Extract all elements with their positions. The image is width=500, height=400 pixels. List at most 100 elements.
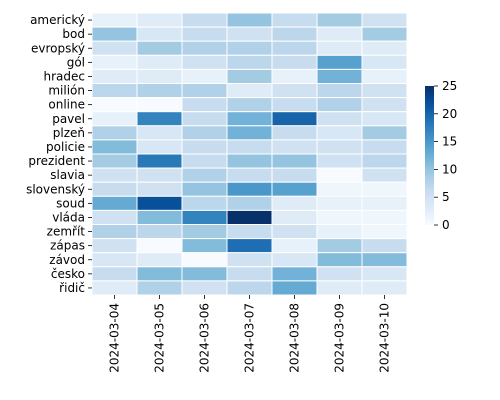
y-tick-label: závod <box>49 253 85 267</box>
heatmap-cell <box>91 238 138 254</box>
heatmap-cell <box>361 224 408 240</box>
y-tick-label: plzeň <box>53 126 85 140</box>
y-tick-label: prezident <box>28 154 85 168</box>
heatmap-cell <box>181 139 228 155</box>
heatmap-cell <box>136 224 183 240</box>
y-tick-label: americký <box>30 13 85 27</box>
heatmap-cell <box>226 224 273 240</box>
heatmap-cell <box>316 26 363 42</box>
heatmap-cell <box>226 54 273 70</box>
heatmap-cell <box>181 252 228 268</box>
x-tick-label: 2024-03-09 <box>333 303 347 373</box>
heatmap-cell <box>226 181 273 197</box>
heatmap-cell <box>271 125 318 141</box>
heatmap-cell <box>91 252 138 268</box>
heatmap-cell <box>361 167 408 183</box>
heatmap-cell <box>91 209 138 225</box>
x-tick-label: 2024-03-04 <box>108 303 122 373</box>
heatmap-cell <box>181 238 228 254</box>
heatmap-cell <box>181 68 228 85</box>
heatmap-cell <box>271 26 318 42</box>
heatmap-cell <box>226 139 273 155</box>
heatmap-cell <box>316 12 363 28</box>
heatmap-cell <box>181 195 228 211</box>
heatmap-cell <box>91 111 138 127</box>
heatmap-cell <box>226 195 273 211</box>
y-tick-label: soud <box>56 196 85 210</box>
heatmap-cell <box>316 224 363 240</box>
heatmap-cell <box>91 54 138 70</box>
heatmap-cell <box>271 266 318 282</box>
heatmap-cell <box>271 139 318 155</box>
heatmap-cell <box>361 139 408 155</box>
heatmap-cell <box>361 209 408 225</box>
heatmap-cell <box>361 68 408 85</box>
heatmap-cell <box>181 26 228 42</box>
heatmap-cell <box>226 252 273 268</box>
heatmap-cell <box>226 40 273 56</box>
x-tick-label: 2024-03-10 <box>378 303 392 373</box>
heatmap-cell <box>361 153 408 169</box>
heatmap-cell <box>316 266 363 282</box>
colorbar-tick-label: 10 <box>442 162 457 176</box>
heatmap-cell <box>316 153 363 169</box>
heatmap-cell <box>181 224 228 240</box>
heatmap-cell <box>91 83 138 99</box>
x-tick-label: 2024-03-07 <box>243 303 257 373</box>
heatmap-cell <box>361 26 408 42</box>
heatmap-cell <box>316 252 363 268</box>
y-tick-label: slavia <box>50 168 85 182</box>
heatmap-cell <box>91 125 138 141</box>
heatmap-cell <box>271 280 318 296</box>
heatmap-cell <box>316 195 363 211</box>
heatmap-cell <box>91 68 138 85</box>
heatmap-cell <box>181 125 228 141</box>
heatmap-cell <box>361 238 408 254</box>
heatmap-cell <box>181 280 228 296</box>
heatmap-cell <box>316 68 363 85</box>
heatmap-cell <box>361 12 408 28</box>
heatmap-cell <box>271 209 318 225</box>
heatmap-cell <box>91 280 138 296</box>
heatmap-cell <box>271 40 318 56</box>
y-tick-label: zápas <box>50 239 85 253</box>
heatmap-cell <box>91 195 138 211</box>
heatmap-cell <box>181 167 228 183</box>
heatmap-cell <box>226 111 273 127</box>
heatmap-cell <box>316 125 363 141</box>
heatmap-cell <box>316 54 363 70</box>
heatmap-cell <box>316 111 363 127</box>
y-tick-label: evropský <box>31 41 85 55</box>
heatmap-cell <box>181 266 228 282</box>
heatmap-cell <box>271 181 318 197</box>
y-tick-label: hradec <box>44 69 86 83</box>
y-tick-label: zemřít <box>47 225 86 239</box>
heatmap-cell <box>361 280 408 296</box>
heatmap-cell <box>136 167 183 183</box>
y-tick-label: pavel <box>52 112 85 126</box>
heatmap-cell <box>316 181 363 197</box>
x-tick-label: 2024-03-05 <box>153 303 167 373</box>
heatmap-cell <box>316 209 363 225</box>
heatmap-cell <box>271 12 318 28</box>
heatmap-cell <box>271 111 318 127</box>
y-tick-label: milión <box>48 84 85 98</box>
heatmap-cell <box>271 167 318 183</box>
heatmap-cell <box>136 111 183 127</box>
heatmap-cell <box>136 209 183 225</box>
y-tick-label: řidič <box>59 281 85 295</box>
heatmap-cell <box>91 139 138 155</box>
heatmap-cell <box>91 167 138 183</box>
heatmap-cell <box>361 97 408 113</box>
heatmap-cell <box>136 252 183 268</box>
heatmap-cell <box>316 139 363 155</box>
heatmap-cell <box>271 153 318 169</box>
heatmap-cell <box>181 111 228 127</box>
colorbar <box>425 86 434 225</box>
colorbar-tick-label: 5 <box>442 190 450 204</box>
heatmap-cell <box>136 181 183 197</box>
heatmap-cell <box>226 209 273 225</box>
heatmap-cell <box>136 266 183 282</box>
heatmap-cell <box>91 181 138 197</box>
